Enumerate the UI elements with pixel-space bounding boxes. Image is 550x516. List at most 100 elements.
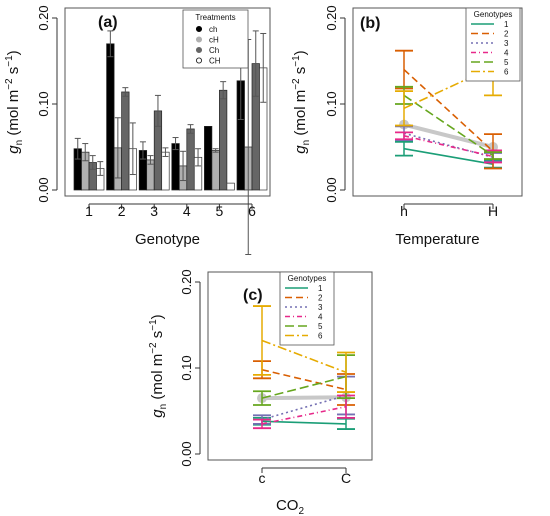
x-tick-label: 6 [248,203,256,219]
y-label-sub: n [301,140,312,146]
y-label-mid: s [292,67,309,79]
y-axis-label: gn (mol m−2 s−1) [4,50,25,153]
series-line [261,375,347,399]
y-label-mid: s [5,67,22,79]
y-label-units: (mol m [5,90,22,136]
y-label-sub: n [14,140,25,146]
y-label-close: ) [149,314,166,319]
x-tick-label: 2 [118,203,126,219]
y-label-exp2: −1 [148,319,159,331]
y-tick-label: 0.00 [36,177,51,202]
series-line [403,147,494,165]
mean-line [260,395,348,401]
x-axis-label: CO2 [276,497,305,516]
x-label-sub: 2 [298,506,304,516]
y-tick-label: 0.20 [324,5,339,30]
series-line [403,135,494,158]
legend-marker [195,46,203,54]
legend-label: CH [209,57,221,66]
x-tick-label: 5 [216,203,224,219]
y-label-exp1: −2 [291,78,302,90]
legend-marker [195,57,203,64]
legend-label: 2 [318,294,323,303]
legend-title: Genotypes [474,10,513,19]
bar [219,89,228,191]
legend-label: 4 [318,313,323,322]
y-label-main: g [292,145,309,154]
y-label-exp2: −1 [4,55,15,67]
x-tick-label: C [341,470,351,486]
y-tick-label: 0.10 [36,91,51,116]
series-line [403,94,494,157]
x-tick-label: 4 [183,203,191,219]
x-label-main: CO [276,497,299,514]
legend-title: Genotypes [288,274,327,283]
legend-label: Ch [209,46,219,55]
bar [121,91,130,191]
plot-frame [64,7,271,197]
bar [211,150,220,191]
y-label-exp2: −1 [291,55,302,67]
legend-label: 3 [504,39,509,48]
y-tick-label: 0.00 [324,177,339,202]
y-tick-label: 0.20 [36,5,51,30]
y-tick-label: 0.10 [179,355,194,380]
legend-box [465,7,521,82]
legend-label: 3 [318,303,323,312]
legend-box [279,271,335,346]
legend-label: 5 [504,58,509,67]
panel-label: (a) [98,14,118,31]
plot-frame [352,7,523,197]
legend-label: 1 [318,284,323,293]
y-label-close: ) [5,50,22,55]
series-line [261,339,347,374]
bar [106,43,115,191]
legend-label: 4 [504,49,509,58]
y-label-units: (mol m [149,354,166,400]
y-label-sub: n [158,404,169,410]
x-axis-label: Genotype [135,231,200,248]
series-line [403,69,494,152]
y-tick-label: 0.00 [179,441,194,466]
y-tick-label: 0.20 [179,269,194,294]
panel-label: (b) [360,15,380,32]
legend-label: 5 [318,322,323,331]
panel-b: 0.00 0.10 0.20 h H Temperature gn (mol m−2 s−1… [291,5,523,248]
bar [204,126,213,191]
legend-label: ch [209,25,217,34]
y-label-exp1: −2 [4,78,15,90]
legend-box [182,9,249,69]
x-tick-label: c [259,470,266,486]
y-label-units: (mol m [292,90,309,136]
legend-label: cH [209,36,219,45]
legend-title: Treatments [195,13,235,22]
x-axis-label: Temperature [395,231,479,248]
y-label-mid: s [149,331,166,343]
legend-label: 2 [504,30,509,39]
bar [161,151,170,191]
y-label-exp1: −2 [148,342,159,354]
y-axis-label: gn (mol m−2 s−1) [148,314,169,417]
y-label-main: g [5,145,22,154]
panel-label: (c) [243,287,263,304]
y-axis-label: gn (mol m−2 s−1) [291,50,312,153]
bar [226,182,235,191]
legend-marker [195,25,203,33]
legend-label: 1 [504,20,509,29]
legend-label: 6 [318,332,323,341]
series-line [261,405,347,425]
mean-line [402,122,495,149]
bar [171,143,180,191]
series-line [261,368,347,391]
x-tick-label: 1 [85,203,93,219]
x-tick-label: H [488,203,498,219]
y-tick-label: 0.10 [324,91,339,116]
bar [186,128,195,191]
panel-a: 0.00 0.10 0.20 1 2 3 4 5 6 Genotype gn (mol m−2 s−… [4,5,271,255]
y-label-close: ) [292,50,309,55]
legend-marker [195,36,203,43]
